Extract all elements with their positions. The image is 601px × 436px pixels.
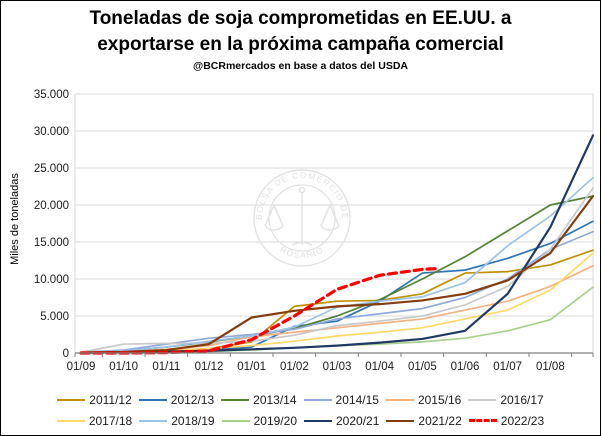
y-tick-label: 10.000 [34, 274, 69, 286]
chart-title-line1: Toneladas de soja comprometidas en EE.UU… [89, 8, 512, 29]
legend-swatch [138, 398, 167, 401]
legend-label: 2015/16 [417, 392, 462, 407]
legend-label: 2022/23 [500, 413, 545, 428]
y-tick-label: 30.000 [34, 126, 69, 138]
legend-row: 2011/12 2012/13 2013/14 2014/15 2015/16 2016/… [1, 389, 600, 410]
series-line-2011/12 [80, 249, 594, 354]
x-tick-label: 01/03 [323, 361, 352, 373]
x-tick-label: 01/01 [237, 361, 266, 373]
legend-row: 2017/18 2018/19 2019/20 2020/21 2021/22 2022/… [1, 410, 600, 431]
legend-item-2021-22: 2021/22 [386, 413, 462, 428]
legend-label: 2017/18 [88, 413, 133, 428]
chart-title-line2: exportarse en la próxima campaña comerci… [97, 34, 504, 55]
legend-swatch [57, 398, 86, 401]
legend-swatch [386, 419, 415, 422]
legend-label: 2016/17 [500, 392, 544, 407]
legend-item-2011-12: 2011/12 [57, 393, 132, 407]
legend-item-2017-18: 2017/18 [56, 413, 133, 428]
series-line-2014/15 [80, 230, 594, 354]
legend-swatch [385, 398, 414, 401]
legend-swatch [304, 419, 332, 422]
legend-label: 2019/20 [253, 413, 297, 428]
y-tick-label: 5.000 [40, 311, 69, 323]
axes [74, 352, 594, 357]
legend-swatch [468, 398, 497, 401]
y-axis-tick-labels: 0 5.000 10.000 15.000 20.000 25.000 30.000 35.0… [34, 89, 69, 360]
x-tick-label: 01/08 [536, 361, 565, 373]
chart-legend: 2011/12 2012/13 2013/14 2014/15 2015/16 2016/… [1, 389, 600, 431]
x-axis-tick-labels: 01/09 01/10 01/11 01/12 01/01 01/02 01/03 01/04… [67, 361, 565, 373]
legend-item-2022-23: 2022/23 [468, 413, 545, 428]
legend-item-2013-14: 2013/14 [221, 392, 297, 407]
x-tick-label: 01/10 [109, 361, 138, 373]
x-tick-label: 01/09 [67, 361, 96, 373]
series-line-2021/22 [79, 195, 595, 354]
chart-title: Toneladas de soja comprometidas en EE.UU… [1, 6, 600, 58]
legend-item-2020-21: 2020/21 [304, 414, 379, 428]
legend-swatch [221, 398, 250, 401]
x-tick-label: 01/02 [280, 361, 309, 373]
legend-label: 2014/15 [335, 392, 379, 407]
x-tick-label: 01/04 [365, 361, 394, 373]
series-line-2017/18 [80, 252, 594, 354]
y-tick-label: 0 [63, 348, 69, 360]
legend-label: 2012/13 [170, 392, 215, 407]
x-tick-label: 01/12 [195, 361, 224, 373]
legend-item-2016-17: 2016/17 [468, 392, 544, 407]
watermark-ring-text: ROSARIO [279, 244, 326, 260]
chart-subtitle: @BCRmercados en base a datos del USDA [192, 60, 409, 72]
legend-swatch [221, 419, 250, 422]
legend-label: 2020/21 [336, 413, 380, 428]
legend-label: 2021/22 [418, 413, 462, 428]
legend-swatch [139, 419, 168, 422]
scales-icon [264, 186, 340, 246]
legend-label: 2011/12 [89, 392, 132, 407]
y-tick-label: 35.000 [34, 89, 69, 101]
legend-swatch [468, 419, 497, 422]
x-tick-label: 01/11 [152, 361, 180, 373]
legend-item-2018-19: 2018/19 [139, 413, 215, 428]
x-tick-label: 01/07 [493, 361, 522, 373]
legend-swatch [303, 398, 332, 401]
legend-swatch [56, 419, 85, 422]
series-lines [79, 134, 595, 355]
x-tick-label: 01/06 [451, 361, 480, 373]
legend-label: 2018/19 [171, 413, 215, 428]
y-tick-label: 20.000 [34, 200, 69, 212]
y-tick-label: 15.000 [34, 237, 69, 249]
legend-item-2019-20: 2019/20 [221, 413, 297, 428]
x-tick-label: 01/05 [408, 361, 437, 373]
series-line-2016/17 [80, 187, 594, 354]
y-tick-label: 25.000 [34, 163, 69, 175]
legend-item-2014-15: 2014/15 [303, 392, 379, 407]
legend-label: 2013/14 [253, 392, 297, 407]
series-line-2012/13 [80, 220, 594, 354]
legend-item-2015-16: 2015/16 [385, 392, 462, 407]
legend-item-2012-13: 2012/13 [138, 392, 215, 407]
